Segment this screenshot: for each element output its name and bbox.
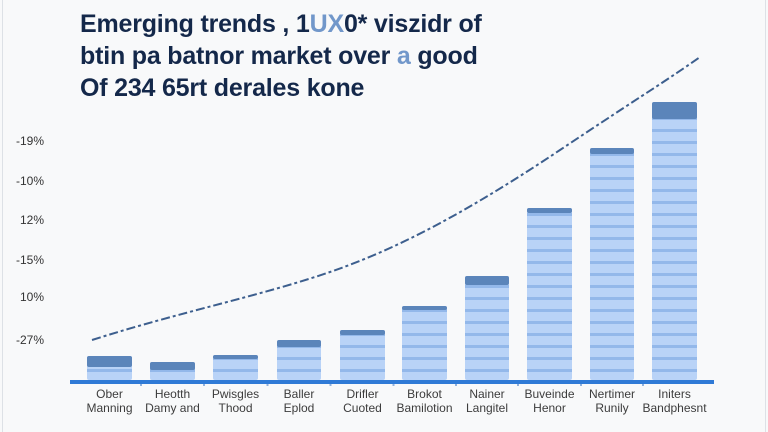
x-tick <box>392 384 395 386</box>
x-tick-label-line: Heotth <box>154 387 191 401</box>
y-tick-label: -10% <box>15 174 44 188</box>
bar-cap <box>590 148 634 154</box>
x-tick-label: Drifler Cuoted <box>318 387 408 415</box>
bar <box>465 276 509 380</box>
bar-cap <box>465 276 509 285</box>
bar-cap <box>87 356 132 367</box>
y-tick-label: -15% <box>15 253 44 267</box>
title-line-1-start: Emerging trends , 1 <box>80 10 310 38</box>
y-tick-label: 12% <box>19 213 44 227</box>
bar <box>150 362 195 380</box>
bar-cap <box>652 102 697 119</box>
x-tick-label: Nainer Langitel <box>442 387 532 415</box>
title-line-2-end: good <box>410 42 478 70</box>
x-tick <box>203 384 205 386</box>
x-tick-label: Baller Eplod <box>254 387 344 415</box>
x-tick-label-line: Thood <box>218 401 253 415</box>
x-tick-label-line: Brokot <box>407 387 442 401</box>
x-tick-label-line: Runily <box>595 401 629 415</box>
frame-border-right <box>765 0 766 432</box>
bar-cap <box>340 330 385 335</box>
x-tick-label-line: Buveinde <box>524 387 575 401</box>
bar-cap <box>277 340 321 347</box>
bar-body <box>652 102 697 380</box>
bar-body <box>590 148 634 380</box>
x-tick <box>580 384 582 386</box>
garbled-glyph: UX <box>309 10 345 38</box>
x-tick-label: Ober Manning <box>65 387 155 415</box>
title-line-3: Of 234 65rt derales kone <box>80 74 365 102</box>
frame-border-left <box>2 0 3 432</box>
x-tick-label-line: Nertimer <box>588 387 635 401</box>
x-tick-label-line: Drifler <box>346 387 379 401</box>
bars-group <box>87 102 697 380</box>
bar <box>402 306 447 380</box>
y-tick-label: -19% <box>15 134 44 148</box>
x-tick <box>455 384 457 386</box>
bar <box>652 102 697 380</box>
bar-body <box>527 208 572 380</box>
x-tick <box>642 384 644 386</box>
x-tick-label-line: Bandphesnt <box>642 401 707 415</box>
x-tick <box>266 384 269 386</box>
title-line-1-end: 0* viszidr of <box>343 10 482 38</box>
bar-cap <box>150 362 195 370</box>
x-axis-ticks <box>140 384 644 386</box>
x-tick-label-line: Nainer <box>469 387 505 401</box>
bar <box>590 148 634 380</box>
chart-title: Emerging trends , 1UX0* viszidr of btin … <box>80 8 482 104</box>
bar <box>87 356 132 380</box>
bar <box>527 208 572 380</box>
bar <box>277 340 321 380</box>
bar-body <box>277 340 321 380</box>
x-tick-label-line: Henor <box>533 401 566 415</box>
bar-body <box>465 276 509 380</box>
bar <box>340 330 385 380</box>
y-tick-label: 10% <box>19 290 44 304</box>
bar-body <box>402 306 447 380</box>
y-tick-label: -27% <box>15 333 44 347</box>
bar-body <box>213 355 258 380</box>
x-tick-label-line: Manning <box>86 401 133 415</box>
bar-cap <box>527 208 572 213</box>
title-line-2-start: btin pa batnor market over <box>80 42 397 70</box>
bar-body <box>340 330 385 380</box>
x-tick-label: Nertimer Runily <box>567 387 657 415</box>
x-tick-label-line: Baller <box>283 387 315 401</box>
x-axis-baseline <box>70 380 714 384</box>
x-tick-label-line: Initers <box>658 387 691 401</box>
trend-line <box>91 56 701 341</box>
bar-cap <box>213 355 258 359</box>
x-tick-label-line: Bamilotion <box>396 401 453 415</box>
x-tick-label: Pwisgles Thood <box>191 387 281 415</box>
title-line-1: Emerging trends , 1UX0* viszidr of <box>80 8 482 40</box>
x-tick-label-line: Langitel <box>465 401 509 415</box>
bar-cap <box>402 306 447 310</box>
title-line-2: btin pa batnor market over a good <box>80 40 482 72</box>
x-tick <box>329 384 332 386</box>
x-tick-label-line: Damy and <box>145 401 200 415</box>
x-tick-label-line: Eplod <box>283 401 315 415</box>
x-tick-label: Buveinde Henor <box>505 387 595 415</box>
x-tick-label-line: Cuoted <box>343 401 382 415</box>
x-tick-label-line: Ober <box>96 387 123 401</box>
x-tick <box>140 384 142 386</box>
x-tick-label: Initers Bandphesnt <box>630 387 720 415</box>
bar <box>213 355 258 380</box>
x-tick-label-line: Pwisgles <box>211 387 260 401</box>
x-tick <box>517 384 519 386</box>
x-tick-label: Brokot Bamilotion <box>380 387 470 415</box>
x-tick-label: Heotth Damy and <box>128 387 218 415</box>
garbled-glyph: a <box>396 42 411 70</box>
